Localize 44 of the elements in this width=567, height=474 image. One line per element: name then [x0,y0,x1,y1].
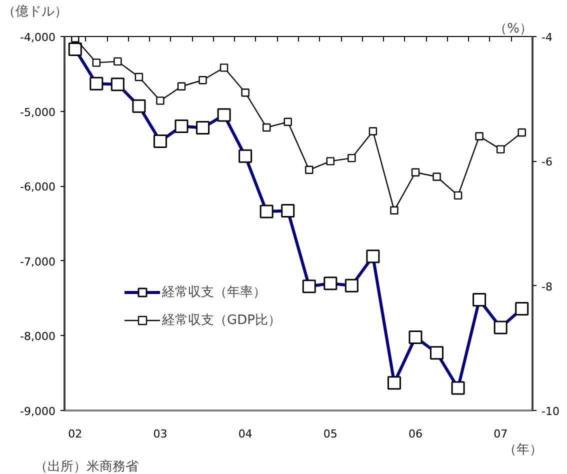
text: （出所）米商務省 [34,460,138,474]
x-axis-title: （年） [504,442,542,458]
y-tick-label: -6,000 [20,180,56,194]
y-tick-label: -7,000 [20,255,56,268]
y-tick-label: -4,000 [20,31,56,44]
point [262,123,271,132]
y2-axis-title: （%） [494,22,533,36]
point [390,206,398,215]
point [348,154,356,162]
point [92,58,101,67]
point [496,145,505,154]
x-tick-label: 02 [68,428,82,440]
y2-tick-label: -6 [542,156,552,169]
x-tick-label: 07 [494,428,508,440]
point [156,96,164,105]
point [454,191,462,200]
y-tick-label: -8,000 [20,330,56,344]
point [518,128,526,137]
legend-label: 経常収支（GDP比） [162,312,281,329]
x-tick-label: 05 [323,428,338,440]
point [432,172,441,181]
y-tick-label: -5,000 [20,106,56,119]
point [411,168,420,176]
point [368,127,378,136]
point [326,157,335,166]
point [177,82,186,90]
x-tick-label: 03 [153,428,168,440]
y2-tick-label: -4 [542,31,552,44]
point [198,76,207,84]
point [220,64,228,72]
y-tick-label: -9,000 [20,405,56,418]
point [475,132,484,140]
legend-label: 経常収支（年率） [162,284,266,301]
x-tick-label: 04 [238,428,252,440]
x-tick-label: 06 [408,428,422,440]
point [134,72,144,82]
y-axis-title: （億ドル） [2,4,68,20]
point [114,57,122,66]
y2-tick-label: -10 [542,405,560,418]
point [284,118,292,126]
point [241,88,250,97]
point [71,36,80,42]
y2-tick-label: -8 [542,280,552,294]
point [305,166,314,174]
